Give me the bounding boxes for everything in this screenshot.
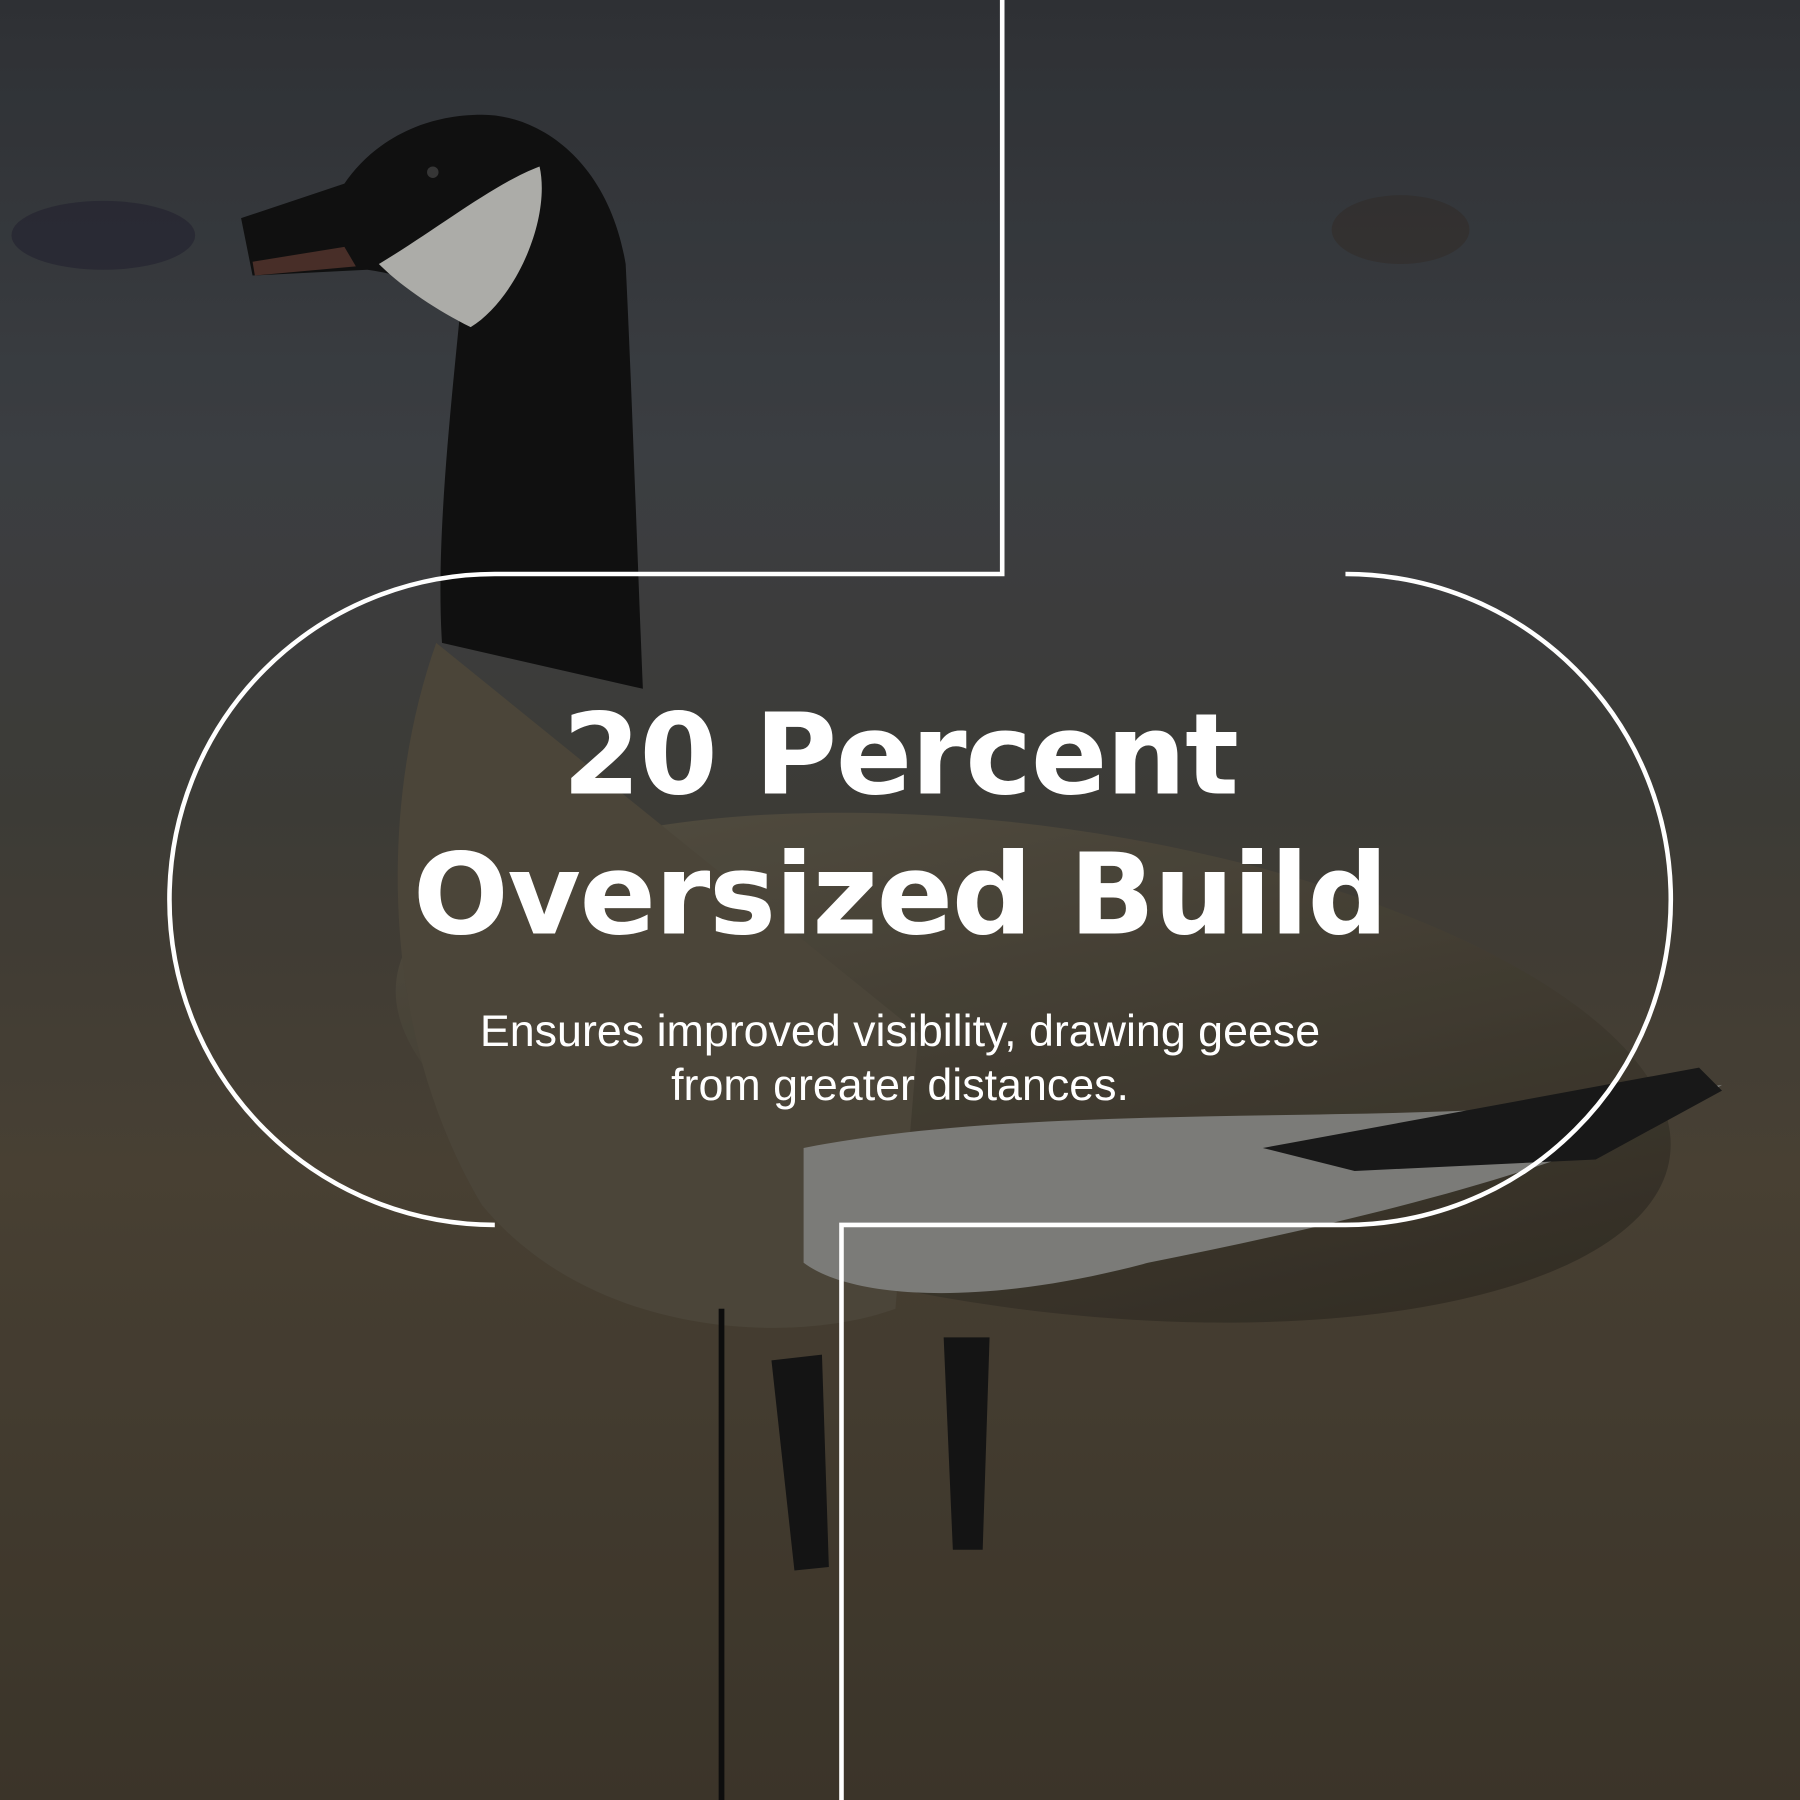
description-line-2: from greater distances.	[671, 1060, 1129, 1111]
headline-line-2: Oversized Build	[412, 830, 1388, 961]
description-line-1: Ensures improved visibility, drawing gee…	[479, 1006, 1321, 1057]
outline-frame	[167, 0, 1674, 1800]
headline-line-1: 20 Percent	[562, 689, 1239, 821]
